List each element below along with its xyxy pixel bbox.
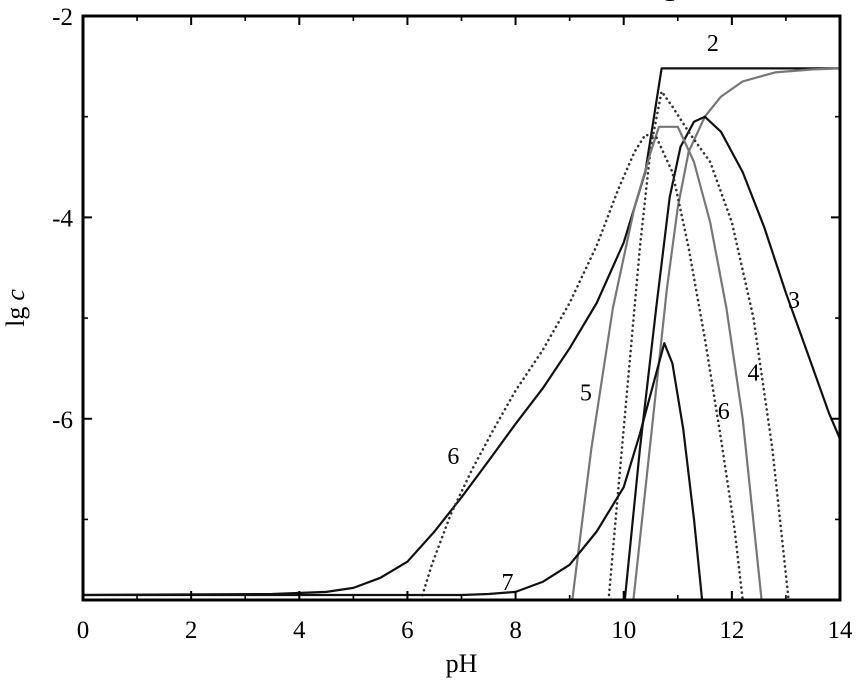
- series-line-5: [571, 125, 763, 600]
- curve-labels: 1 2 3 4 5 6 6 7: [447, 0, 800, 596]
- x-tick-label: 8: [509, 617, 522, 644]
- curve-label-3: 3: [788, 288, 800, 314]
- x-tick-label: 14: [828, 617, 854, 644]
- curve-label-1: 1: [664, 0, 676, 7]
- series-line-4: [607, 90, 790, 600]
- x-tick-label: 0: [77, 617, 90, 644]
- x-tick-label: 2: [185, 617, 198, 644]
- curves-layer: [83, 67, 840, 600]
- y-tick-label: -6: [52, 407, 73, 434]
- y-axis-title-variable: c: [1, 289, 30, 301]
- x-axis-title: pH: [446, 649, 478, 678]
- curve-label-5: 5: [580, 381, 592, 407]
- axis-ticks: 0 2 4 6 8 10 12 14-2-4-6: [52, 4, 853, 644]
- y-tick-label: -4: [52, 205, 73, 232]
- series-line-1: [83, 67, 840, 597]
- series-line-3: [623, 115, 840, 600]
- y-axis-title-main: lg: [1, 307, 30, 327]
- x-tick-label: 10: [611, 617, 636, 644]
- series-line-7: [83, 342, 704, 600]
- curve-label-6-second: 6: [718, 399, 730, 425]
- y-axis-title: lg c: [1, 289, 30, 327]
- x-tick-label: 4: [293, 617, 306, 644]
- x-tick-label: 6: [401, 617, 414, 644]
- curve-label-7: 7: [501, 570, 513, 596]
- curve-label-2: 2: [707, 31, 719, 57]
- y-tick-label: -2: [52, 4, 73, 31]
- x-tick-label: 12: [719, 617, 744, 644]
- curve-label-4: 4: [747, 360, 759, 386]
- curve-label-6: 6: [447, 444, 459, 470]
- series-line-2: [632, 67, 840, 600]
